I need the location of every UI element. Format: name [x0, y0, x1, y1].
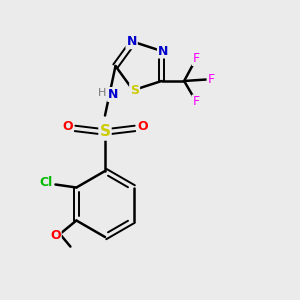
Text: N: N [126, 35, 137, 48]
Text: H: H [98, 88, 106, 98]
Text: O: O [50, 229, 61, 242]
Text: F: F [208, 73, 215, 86]
Text: S: S [130, 84, 139, 97]
Text: O: O [137, 120, 148, 134]
Text: Cl: Cl [40, 176, 53, 190]
Text: O: O [62, 120, 73, 134]
Text: F: F [193, 52, 200, 65]
Text: F: F [193, 95, 200, 109]
Text: N: N [108, 88, 119, 101]
Text: S: S [100, 124, 110, 140]
Text: N: N [158, 44, 168, 58]
